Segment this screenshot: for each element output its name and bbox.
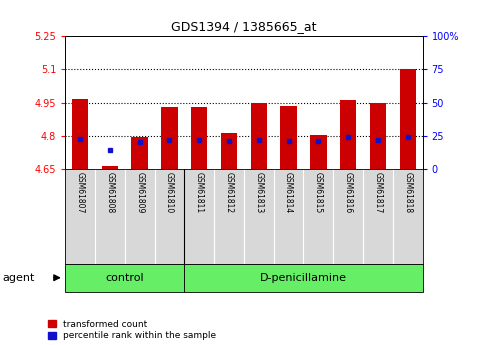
Bar (102, 166, 118, 169)
Bar (340, 100, 356, 169)
Bar (310, 135, 327, 169)
Text: GSM61808: GSM61808 (105, 172, 114, 213)
Text: GSM61814: GSM61814 (284, 172, 293, 213)
Text: GSM61811: GSM61811 (195, 172, 204, 213)
Bar (281, 106, 297, 169)
Text: GSM61817: GSM61817 (373, 172, 383, 213)
Text: GSM61816: GSM61816 (344, 172, 353, 213)
Text: GSM61812: GSM61812 (225, 172, 233, 213)
Text: GSM61809: GSM61809 (135, 172, 144, 213)
Bar (399, 69, 416, 169)
Bar (191, 107, 207, 169)
Text: D-penicillamine: D-penicillamine (260, 273, 347, 283)
Bar (161, 107, 178, 169)
Text: agent: agent (2, 273, 35, 283)
Text: GSM61813: GSM61813 (255, 172, 263, 213)
Text: GSM61818: GSM61818 (403, 172, 412, 213)
Text: GDS1394 / 1385665_at: GDS1394 / 1385665_at (171, 20, 317, 33)
Text: GSM61810: GSM61810 (165, 172, 174, 213)
Bar (251, 103, 267, 169)
Bar (72, 99, 88, 169)
Bar (221, 132, 237, 169)
Text: GSM61807: GSM61807 (76, 172, 85, 213)
Bar (131, 137, 148, 169)
Text: control: control (105, 273, 144, 283)
Legend: transformed count, percentile rank within the sample: transformed count, percentile rank withi… (48, 320, 216, 341)
Bar (370, 103, 386, 169)
Text: GSM61815: GSM61815 (314, 172, 323, 213)
